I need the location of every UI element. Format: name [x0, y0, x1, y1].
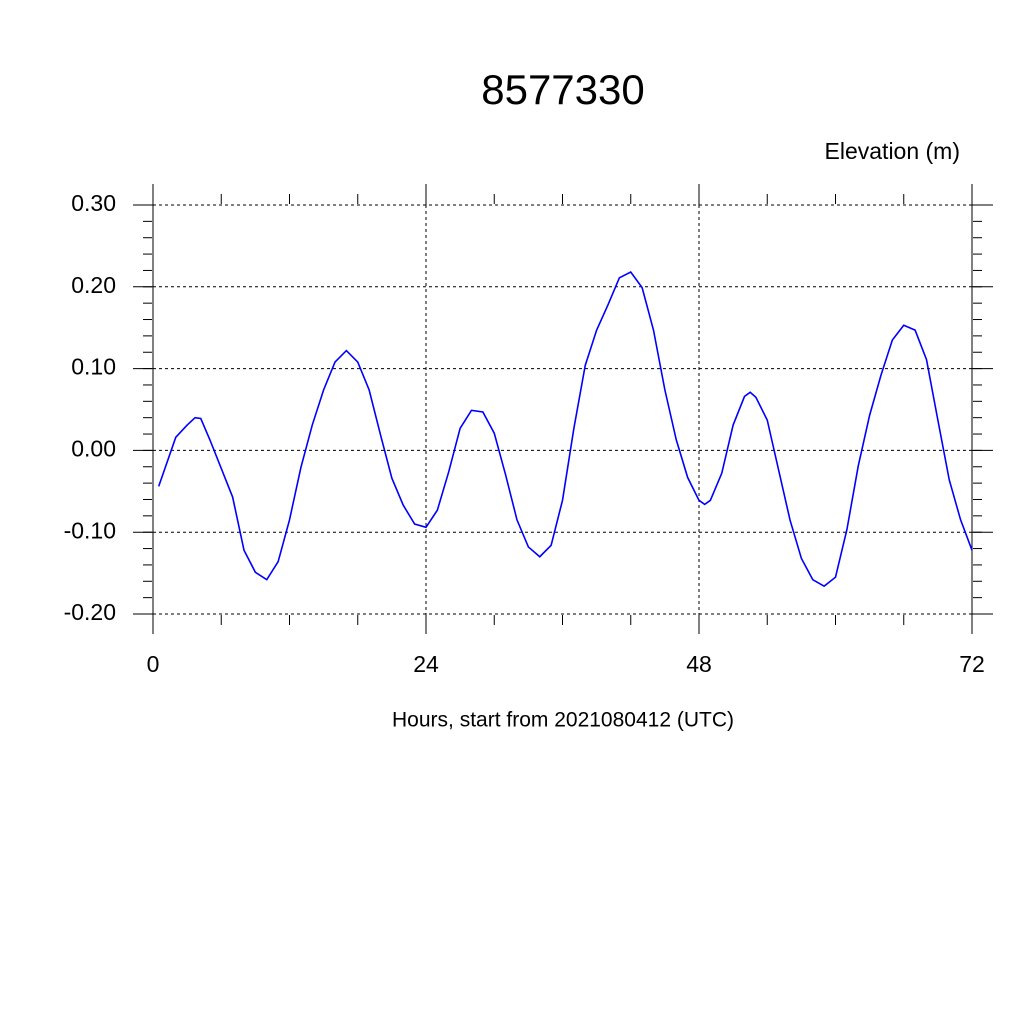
x-tick-label: 24	[413, 651, 439, 677]
x-tick-label: 0	[147, 651, 160, 677]
y-tick-label: -0.20	[64, 599, 116, 625]
y-tick-label: 0.30	[71, 190, 116, 216]
x-axis-label: Hours, start from 2021080412 (UTC)	[392, 709, 734, 732]
y-tick-label: 0.00	[71, 435, 116, 461]
y-tick-label: 0.20	[71, 272, 116, 298]
chart-title: 8577330	[481, 66, 645, 113]
x-tick-label: 48	[686, 651, 712, 677]
x-tick-label: 72	[959, 651, 985, 677]
chart-subtitle: Elevation (m)	[825, 138, 960, 164]
y-tick-label: 0.10	[71, 354, 116, 380]
line-series	[157, 271, 973, 588]
y-tick-label: -0.10	[64, 517, 116, 543]
